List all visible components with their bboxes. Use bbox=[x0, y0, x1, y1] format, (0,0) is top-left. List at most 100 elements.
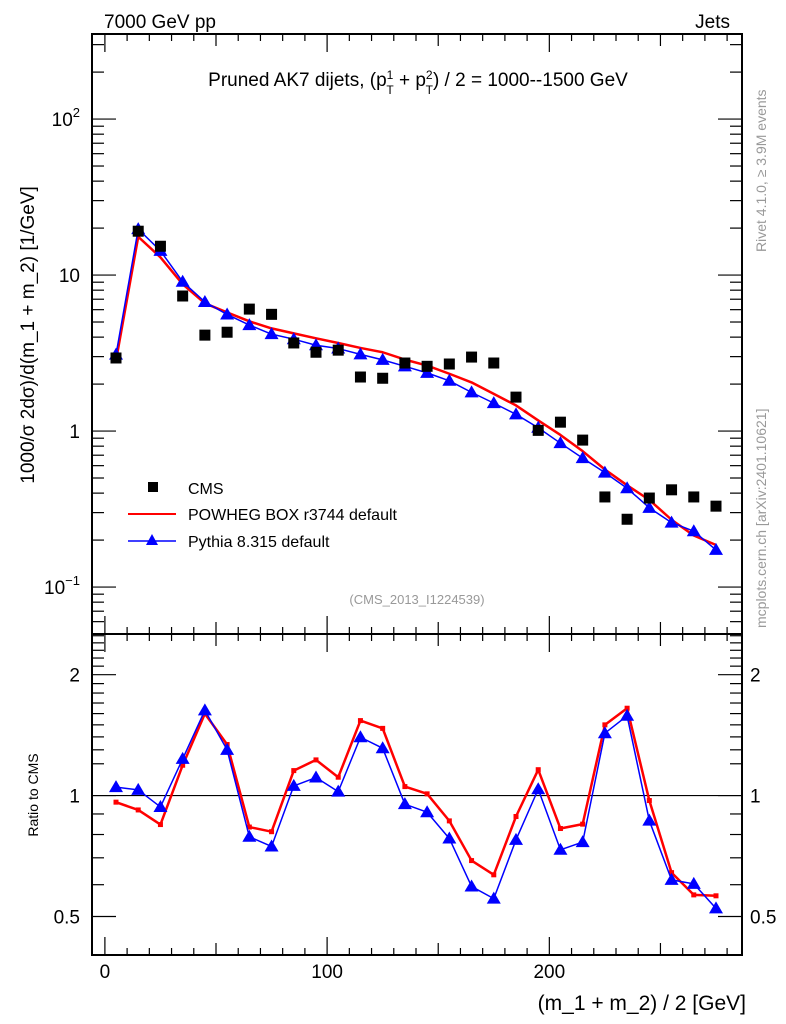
cms-point bbox=[399, 357, 411, 369]
x-tick-labels: 0 100 200 bbox=[100, 962, 566, 983]
header-category-label: Jets bbox=[695, 12, 730, 33]
pythia-ratio-point bbox=[175, 751, 190, 764]
pythia-ratio-point bbox=[709, 901, 723, 914]
ratio-plot-panel: 0.5 0.5 1 1 2 2 0 100 200 Ratio to CMS (m_1 + m… bbox=[25, 633, 776, 1015]
x-tick-label: 100 bbox=[311, 962, 343, 983]
title-prefix: Pruned AK7 dijets, (p bbox=[208, 70, 387, 91]
pythia-ratio-point bbox=[131, 782, 146, 795]
powheg-ratio-point bbox=[269, 829, 275, 835]
title-mid: + p bbox=[394, 70, 426, 91]
cms-point bbox=[688, 491, 700, 503]
pythia-point bbox=[242, 318, 257, 331]
pythia-point bbox=[420, 365, 435, 378]
powheg-ratio-point bbox=[335, 774, 341, 780]
pythia-point bbox=[553, 436, 568, 449]
powheg-ratio-point bbox=[691, 892, 697, 898]
powheg-ratio-point bbox=[313, 757, 319, 763]
powheg-ratio-point bbox=[157, 822, 163, 828]
pythia-point bbox=[575, 451, 590, 464]
powheg-ratio-point bbox=[580, 821, 586, 827]
powheg-ratio-point bbox=[713, 893, 719, 899]
powheg-line bbox=[114, 235, 717, 547]
pythia-ratio-point bbox=[442, 831, 457, 844]
main-axis-ticks bbox=[92, 34, 742, 635]
pythia-point bbox=[264, 327, 279, 340]
title-sup1: 1 bbox=[387, 68, 394, 82]
ratio-y-tick-label-right: 1 bbox=[750, 787, 761, 808]
cms-point bbox=[599, 491, 611, 503]
x-axis-label: (m_1 + m_2) / 2 [GeV] bbox=[538, 992, 746, 1015]
pythia-ratio-point bbox=[464, 879, 479, 892]
main-series-group bbox=[109, 222, 723, 555]
title-sub1: T bbox=[386, 83, 394, 97]
powheg-ratio-point bbox=[446, 818, 452, 824]
mcplots-reference-label: mcplots.cern.ch [arXiv:2401.10621] bbox=[753, 409, 769, 628]
pythia-point bbox=[642, 500, 657, 513]
cms-point bbox=[132, 225, 144, 237]
main-y-tick-labels: 10−1 1 10 102 bbox=[44, 105, 80, 599]
pythia-ratio-point bbox=[597, 726, 612, 739]
pythia-ratio-point bbox=[286, 778, 301, 791]
cms-point bbox=[310, 346, 322, 358]
legend-pythia-triangle-icon bbox=[146, 534, 158, 545]
title-sub2: T bbox=[426, 83, 434, 97]
powheg-ratio-point bbox=[602, 722, 608, 728]
ratio-y-axis-label: Ratio to CMS bbox=[25, 753, 41, 836]
pythia-ratio-point bbox=[331, 784, 346, 797]
pythia-ratio-point bbox=[153, 799, 168, 812]
cms-point bbox=[510, 391, 522, 403]
powheg-ratio-point bbox=[380, 725, 386, 731]
x-tick-label: 0 bbox=[100, 962, 111, 983]
main-y-axis-label: 1000/σ 2dσ)/d(m_1 + m_2) [1/GeV] bbox=[18, 186, 39, 484]
powheg-ratio-line bbox=[115, 706, 717, 898]
cms-point bbox=[154, 240, 166, 252]
legend: CMS POWHEG BOX r3744 default Pythia 8.31… bbox=[128, 481, 398, 551]
ratio-y-tick-label-left: 1 bbox=[69, 787, 80, 808]
pythia-point bbox=[442, 373, 457, 386]
pythia-ratio-point bbox=[486, 891, 501, 904]
pythia-ratio-point bbox=[109, 780, 123, 793]
ratio-y-tick-label-right: 2 bbox=[750, 666, 761, 687]
powheg-ratio-point bbox=[624, 705, 630, 711]
pythia-point bbox=[375, 352, 390, 365]
powheg-ratio-point bbox=[469, 858, 475, 864]
cms-point bbox=[710, 500, 722, 512]
cms-point bbox=[377, 372, 389, 384]
main-plot-title: Pruned AK7 dijets, (p1 T + p2 T) / 2 = 100… bbox=[208, 68, 628, 97]
cms-point bbox=[621, 513, 633, 525]
cms-point bbox=[532, 424, 544, 436]
powheg-ratio-point bbox=[402, 784, 408, 790]
cms-point bbox=[554, 416, 566, 428]
pythia-ratio-point bbox=[197, 703, 212, 716]
powheg-ratio-point bbox=[646, 798, 652, 804]
cms-point bbox=[577, 434, 589, 446]
pythia-point bbox=[509, 407, 523, 420]
cms-point bbox=[199, 329, 211, 341]
cms-point bbox=[466, 351, 478, 363]
cms-point bbox=[332, 344, 344, 356]
y-tick-label: 10 bbox=[59, 266, 80, 287]
cms-point bbox=[177, 290, 189, 302]
pythia-ratio-point bbox=[309, 770, 323, 783]
cms-point bbox=[643, 492, 655, 504]
pythia-ratio-point bbox=[642, 813, 657, 826]
pythia-point bbox=[486, 396, 501, 409]
ratio-y-tick-label-right: 0.5 bbox=[750, 908, 776, 929]
cms-point bbox=[421, 360, 433, 372]
analysis-watermark: (CMS_2013_I1224539) bbox=[349, 592, 484, 607]
ratio-series-group bbox=[109, 703, 723, 914]
cms-point bbox=[666, 484, 678, 496]
pythia-ratio-point bbox=[686, 876, 701, 889]
pythia-ratio-line bbox=[115, 709, 717, 909]
powheg-ratio-point bbox=[113, 799, 119, 805]
pythia-point bbox=[464, 385, 479, 398]
pythia-point bbox=[175, 274, 190, 287]
cms-point bbox=[488, 357, 500, 369]
cms-point bbox=[443, 358, 455, 370]
ratio-axis-ticks bbox=[92, 634, 742, 955]
pythia-point bbox=[220, 307, 235, 320]
ratio-plot-frame bbox=[91, 633, 743, 956]
pythia-ratio-point bbox=[620, 708, 635, 721]
legend-powheg-label: POWHEG BOX r3744 default bbox=[188, 507, 398, 524]
y-tick-label: 102 bbox=[52, 105, 80, 131]
